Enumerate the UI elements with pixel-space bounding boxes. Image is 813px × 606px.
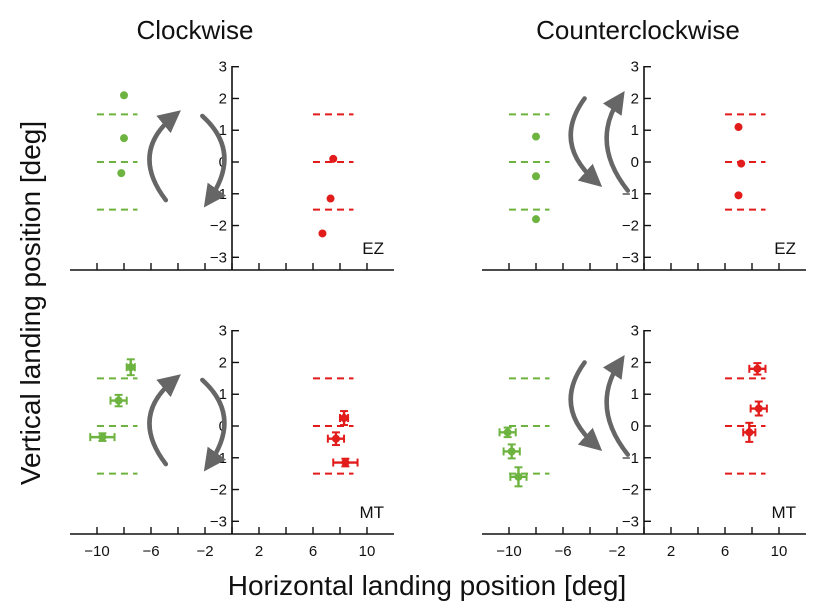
subject-label: EZ (774, 239, 796, 258)
x-tick-label: 2 (667, 543, 675, 560)
y-tick-label: 3 (631, 323, 639, 340)
data-point-right (737, 159, 746, 168)
y-tick-label: 0 (631, 418, 639, 435)
data-point-left (532, 172, 540, 181)
data-point-left (114, 396, 123, 405)
y-tick-label: 1 (219, 122, 227, 139)
y-tick-label: −2 (622, 218, 639, 235)
data-point-left (532, 215, 540, 224)
title-clockwise: Clockwise (136, 15, 253, 45)
data-point-right (340, 414, 349, 423)
y-tick-label: 2 (631, 90, 639, 107)
data-point-left (532, 132, 540, 141)
y-tick-label: 1 (219, 386, 227, 403)
y-tick-label: 2 (219, 90, 227, 107)
y-tick-label: 2 (631, 354, 639, 371)
data-point-left (120, 91, 128, 100)
y-tick-label: −3 (622, 513, 639, 530)
x-tick-label: 2 (255, 543, 263, 560)
data-point-right (341, 458, 350, 467)
x-tick-label: −2 (608, 543, 625, 560)
x-tick-label: 10 (359, 543, 376, 560)
y-axis-label: Vertical landing position [deg] (15, 121, 46, 485)
y-tick-label: 3 (219, 59, 227, 76)
rotation-arrow (147, 374, 181, 467)
x-tick-label: −6 (554, 543, 571, 560)
x-tick-label: 6 (309, 543, 317, 560)
x-tick-label: −6 (142, 543, 159, 560)
data-point-right (734, 123, 743, 132)
y-tick-label: −3 (210, 513, 227, 530)
y-tick-label: 3 (219, 323, 227, 340)
rotation-arrow (568, 360, 603, 452)
data-point-left (507, 447, 516, 456)
data-point-right (326, 194, 335, 203)
y-tick-label: −3 (210, 249, 227, 266)
data-point-left (514, 472, 523, 481)
y-tick-label: 2 (219, 354, 227, 371)
y-tick-label: −2 (210, 482, 227, 499)
data-point-right (331, 434, 340, 443)
data-point-left (98, 433, 107, 442)
data-point-left (503, 428, 512, 437)
data-point-right (745, 428, 754, 437)
x-tick-label: −10 (84, 543, 109, 560)
x-tick-label: −2 (196, 543, 213, 560)
rotation-arrow (147, 110, 181, 203)
data-point-left (117, 169, 126, 178)
y-tick-label: −3 (622, 249, 639, 266)
data-point-right (329, 154, 338, 163)
x-tick-label: 10 (771, 543, 788, 560)
x-tick-label: 6 (721, 543, 729, 560)
x-tick-label: −10 (496, 543, 521, 560)
data-point-right (318, 229, 327, 238)
y-tick-label: 1 (631, 122, 639, 139)
rotation-arrow (602, 354, 631, 457)
title-counterclockwise: Counterclockwise (536, 15, 740, 45)
subject-label: MT (771, 503, 796, 522)
data-point-left (120, 134, 128, 143)
data-point-right (754, 404, 763, 413)
y-tick-label: −2 (622, 482, 639, 499)
data-point-right (753, 364, 762, 373)
rotation-arrow (200, 377, 227, 472)
rotation-arrow (602, 90, 631, 193)
subject-label: MT (359, 503, 384, 522)
rotation-arrow (200, 113, 227, 208)
y-tick-label: 3 (631, 59, 639, 76)
x-axis-label: Horizontal landing position [deg] (228, 570, 626, 601)
data-point-left (126, 363, 135, 372)
data-point-right (734, 191, 743, 200)
subject-label: EZ (362, 239, 384, 258)
y-tick-label: 0 (631, 154, 639, 171)
y-tick-label: 1 (631, 386, 639, 403)
rotation-arrow (568, 96, 603, 188)
y-tick-label: −2 (210, 218, 227, 235)
